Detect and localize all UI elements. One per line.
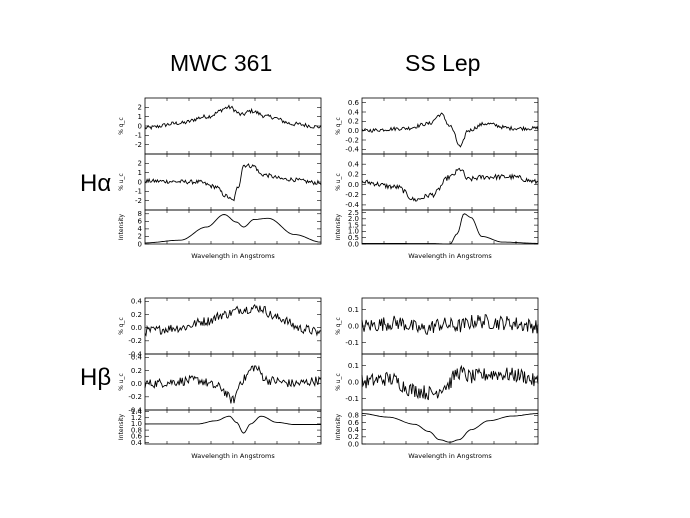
y-tick-label: 2 [138,104,142,112]
y-tick-label: 0.2 [131,367,142,375]
y-tick-label: -0.2 [128,393,142,401]
y-tick-label: 1 [138,113,142,121]
y-tick-label: 0.4 [348,426,360,434]
y-tick-label: -0.4 [345,201,359,209]
y-tick-label: 0.0 [348,127,359,135]
y-tick-label: 1.2 [131,414,142,422]
y-tick-label: 0.8 [348,412,359,420]
y-tick-label: 6 [138,218,143,226]
y-tick-label: 1.5 [348,221,359,229]
y-tick-label: -0.2 [345,136,359,144]
y-tick-label: 2 [138,160,142,168]
y-axis-label: Intensity [118,213,125,240]
y-tick-label: 0.2 [131,311,142,319]
y-axis-label: % u_c [118,173,125,191]
y-tick-label: 0.1 [348,362,359,370]
y-axis-label: % q_c [335,317,342,335]
series-line [361,167,539,202]
y-tick-label: 0.0 [348,181,359,189]
y-tick-label: 0.6 [348,419,360,427]
y-axis-label: % q_c [335,117,342,135]
series-line [361,364,539,401]
y-tick-label: 0.6 [348,99,360,107]
y-tick-label: 0.0 [348,378,359,386]
y-tick-label: 0.0 [131,324,142,332]
y-tick-label: 1.0 [131,420,142,428]
series-line [144,163,322,202]
y-axis-label: % q_c [118,317,125,335]
panel-frame [361,409,539,445]
y-tick-label: 0.2 [348,171,359,179]
y-tick-label: -0.1 [345,339,359,347]
y-tick-label: 0.4 [348,108,360,116]
series-line [144,365,322,404]
series-line [361,314,539,336]
y-tick-label: 1.0 [348,228,359,236]
series-line [145,214,321,244]
y-tick-label: -0.4 [128,406,142,414]
y-tick-label: 0.0 [348,322,359,330]
series-line [362,413,538,443]
y-tick-label: 0.4 [131,439,143,447]
x-axis-label: Wavelength in Angstroms [408,252,492,260]
y-tick-label: 0 [138,122,142,130]
y-tick-label: 2 [138,233,142,241]
x-axis-label: Wavelength in Angstroms [191,452,275,460]
y-tick-label: 0.2 [348,118,359,126]
y-axis-label: % u_c [118,373,125,391]
y-tick-label: 1 [138,169,142,177]
y-tick-label: 0.8 [131,426,142,434]
y-axis-label: Intensity [335,213,342,240]
y-tick-label: -0.2 [345,191,359,199]
panel-frame [144,97,322,155]
y-axis-label: Intensity [335,413,342,440]
column-title-sslep: SS Lep [405,50,481,76]
y-tick-label: 2.0 [348,215,359,223]
y-tick-label: 0.5 [348,234,359,242]
column-title-mwc361: MWC 361 [170,50,273,76]
panel-frame [144,209,322,245]
y-tick-label: 1.4 [131,408,143,416]
y-axis-label: Intensity [118,413,125,440]
x-axis-label: Wavelength in Angstroms [191,252,275,260]
y-tick-label: 4 [138,225,143,233]
y-tick-label: 0.4 [348,160,360,168]
series-line [361,112,539,148]
y-tick-label: 0.6 [131,433,143,441]
y-axis-label: % u_c [335,373,342,391]
y-tick-label: 0.2 [348,433,359,441]
y-tick-label: 0.0 [348,440,359,448]
y-tick-label: -1 [135,132,142,140]
y-tick-label: 0.4 [131,354,143,362]
y-tick-label: -0.1 [345,395,359,403]
y-tick-label: -1 [135,188,142,196]
y-tick-label: 2.5 [348,209,359,217]
y-tick-label: 0 [138,240,142,248]
row-label-halpha: Hα [80,170,112,197]
series-line [145,415,321,434]
y-tick-label: -2 [135,141,142,149]
y-tick-label: 8 [138,210,142,218]
panel-frame [144,409,322,445]
y-axis-label: % q_c [118,117,125,135]
y-tick-label: 0.4 [131,298,143,306]
panel-frame [361,153,539,211]
y-tick-label: 0 [138,178,142,186]
series-line [144,104,322,131]
series-line [144,304,322,337]
y-axis-label: % u_c [335,173,342,191]
y-tick-label: 0.0 [348,240,359,248]
y-tick-label: -0.4 [128,350,142,358]
y-tick-label: -0.2 [128,337,142,345]
y-tick-label: 0.0 [131,380,142,388]
y-tick-label: 0.1 [348,306,359,314]
row-label-hbeta: Hβ [80,364,112,391]
y-tick-label: -2 [135,197,142,205]
panel-frame [361,209,539,245]
series-line [362,213,538,245]
x-axis-label: Wavelength in Angstroms [408,452,492,460]
y-tick-label: -0.4 [345,146,359,154]
